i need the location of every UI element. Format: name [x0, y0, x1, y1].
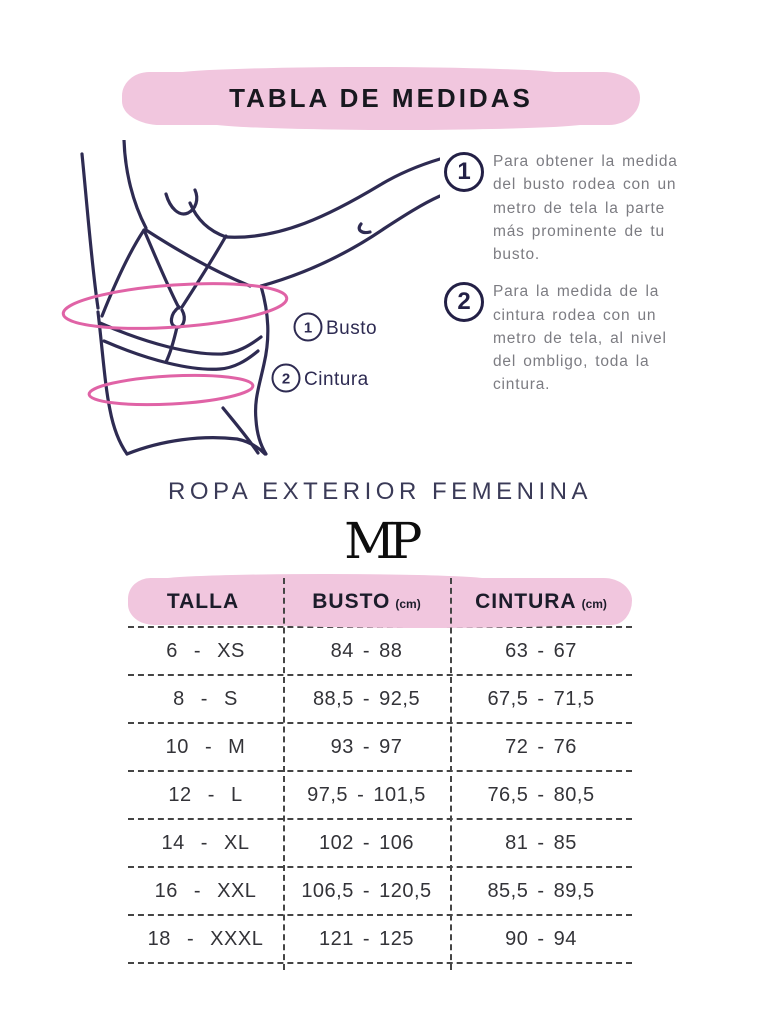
table-row: 6 - XS 84 - 88 63 - 67 — [128, 628, 632, 676]
column-header-cintura: CINTURA (cm) — [450, 578, 632, 625]
page-title: TABLA DE MEDIDAS — [229, 83, 533, 113]
cell-talla: 16 - XXL — [154, 879, 257, 902]
cell-cintura: 90 - 94 — [505, 927, 577, 950]
cell-cintura: 81 - 85 — [505, 831, 577, 854]
cell-busto: 121 - 125 — [318, 927, 414, 950]
cell-cintura: 72 - 76 — [505, 735, 577, 758]
waist-measure-ellipse — [87, 373, 255, 407]
page-title-banner: TABLA DE MEDIDAS — [122, 67, 640, 130]
table-row: 8 - S 88,5 - 92,5 67,5 - 71,5 — [128, 676, 632, 724]
column-header-busto-unit: (cm) — [395, 596, 421, 611]
figure-waist-label: 2 Cintura — [271, 363, 369, 393]
cell-busto: 93 - 97 — [330, 735, 403, 758]
brand-logo: MP — [344, 512, 422, 570]
cell-cintura: 76,5 - 80,5 — [487, 783, 595, 806]
cell-talla: 10 - M — [165, 735, 246, 758]
table-row: 12 - L 97,5 - 101,5 76,5 - 80,5 — [128, 772, 632, 820]
instruction-1-text: Para obtener la medida del busto rodea c… — [493, 153, 678, 263]
instruction-item-1: 1 Para obtener la medida del busto rodea… — [444, 150, 692, 266]
table-row: 16 - XXL 106,5 - 120,5 85,5 - 89,5 — [128, 868, 632, 916]
cell-cintura: 85,5 - 89,5 — [487, 879, 595, 902]
cell-talla: 18 - XXXL — [147, 927, 264, 950]
body-outline — [80, 140, 440, 456]
cell-busto: 106,5 - 120,5 — [301, 879, 432, 902]
instruction-1-number: 1 — [457, 158, 471, 185]
instruction-1-badge: 1 — [444, 152, 484, 192]
cell-cintura: 63 - 67 — [505, 639, 577, 662]
section-heading: ROPA EXTERIOR FEMENINA — [168, 478, 592, 505]
cell-busto: 97,5 - 101,5 — [307, 783, 426, 806]
cell-talla: 6 - XS — [166, 639, 245, 662]
table-row: 14 - XL 102 - 106 81 - 85 — [128, 820, 632, 868]
table-header-background — [128, 574, 632, 628]
figure-waist-text: Cintura — [304, 369, 369, 390]
instruction-2-badge: 2 — [444, 282, 484, 323]
cell-busto: 88,5 - 92,5 — [312, 687, 421, 710]
column-header-talla: TALLA — [128, 578, 283, 625]
column-header-busto: BUSTO (cm) — [283, 578, 450, 625]
column-divider — [283, 578, 285, 970]
instructions: 1 Para obtener la medida del busto rodea… — [444, 150, 692, 397]
cell-cintura: 67,5 - 71,5 — [487, 687, 595, 710]
column-header-talla-label: TALLA — [166, 589, 240, 613]
figure-bust-number: 1 — [304, 320, 312, 337]
figure-bust-text: Busto — [326, 318, 377, 339]
cell-talla: 14 - XL — [161, 831, 250, 854]
cell-talla: 8 - S — [173, 687, 238, 710]
figure-waist-number: 2 — [282, 371, 290, 388]
instruction-item-2: 2 Para la medida de la cintura rodea con… — [444, 280, 692, 396]
cell-talla: 12 - L — [168, 783, 243, 806]
table-row: 10 - M 93 - 97 72 - 76 — [128, 724, 632, 772]
table-row: 18 - XXXL 121 - 125 90 - 94 — [128, 916, 632, 964]
instruction-2-number: 2 — [457, 288, 471, 316]
column-header-busto-label: BUSTO — [312, 589, 391, 613]
table-header: TALLA BUSTO (cm) CINTURA (cm) — [128, 574, 632, 628]
column-divider — [450, 578, 452, 970]
figure-illustration: 1 Busto 2 Cintura — [61, 140, 440, 456]
column-header-cintura-unit: (cm) — [581, 596, 607, 611]
cell-busto: 84 - 88 — [330, 639, 403, 662]
bust-measure-ellipse — [61, 282, 289, 330]
instruction-2-text: Para la medida de la cintura rodea con u… — [493, 283, 667, 394]
size-table: TALLA BUSTO (cm) CINTURA (cm) 6 - XS 84 - … — [128, 574, 632, 970]
cell-busto: 102 - 106 — [318, 831, 414, 854]
figure-bust-label: 1 Busto — [293, 312, 377, 342]
column-header-cintura-label: CINTURA — [475, 589, 577, 613]
